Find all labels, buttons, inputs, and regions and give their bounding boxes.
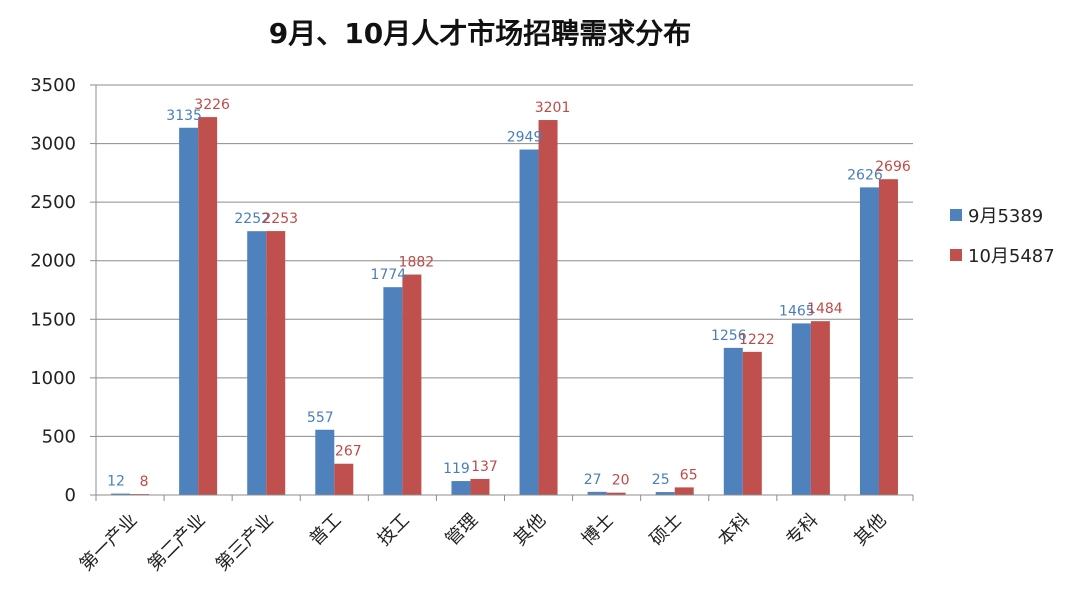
bar-sep xyxy=(315,429,335,495)
bar-oct xyxy=(266,231,286,495)
data-label: 65 xyxy=(680,467,698,483)
x-category-label: 硕士 xyxy=(646,510,686,550)
bar-oct xyxy=(742,351,762,495)
data-label: 2949 xyxy=(507,130,543,146)
data-label: 3226 xyxy=(194,97,230,113)
data-label: 2696 xyxy=(875,159,911,175)
chart-title: 9月、10月人才市场招聘需求分布 xyxy=(268,17,692,50)
bar-oct xyxy=(470,478,490,495)
x-category-label: 博士 xyxy=(578,510,618,550)
bar-sep xyxy=(519,149,539,495)
bar-sep xyxy=(451,481,471,495)
x-category-label: 第一产业 xyxy=(76,510,142,576)
bar-oct xyxy=(878,179,898,495)
data-label: 1882 xyxy=(399,255,435,271)
x-category-label: 技工 xyxy=(374,510,414,550)
data-label: 137 xyxy=(471,459,498,475)
bar-sep xyxy=(859,187,879,495)
bar-oct xyxy=(810,321,830,495)
x-category-label: 本科 xyxy=(714,510,754,550)
data-label: 2626 xyxy=(847,167,883,183)
bar-oct xyxy=(334,463,354,495)
bar-oct xyxy=(674,487,694,495)
data-label: 27 xyxy=(584,472,602,488)
data-label: 1222 xyxy=(739,332,775,348)
y-tick-label: 3000 xyxy=(30,134,76,155)
legend-swatch xyxy=(950,249,962,261)
bar-sep xyxy=(791,323,811,495)
data-label: 12 xyxy=(107,474,125,490)
x-category-label: 管理 xyxy=(442,510,482,550)
data-label: 3201 xyxy=(535,100,571,116)
bar-sep xyxy=(383,287,403,495)
legend-label: 10月5487 xyxy=(968,246,1055,267)
bar-oct xyxy=(198,117,218,496)
x-category-label: 其他 xyxy=(850,510,890,550)
bar-sep xyxy=(723,347,743,495)
bar-oct xyxy=(606,492,626,495)
data-label: 119 xyxy=(443,461,470,477)
bar-sep xyxy=(179,127,199,495)
y-tick-label: 2500 xyxy=(30,192,76,213)
data-label: 1484 xyxy=(807,301,843,317)
data-label: 1774 xyxy=(371,267,407,283)
x-category-label: 其他 xyxy=(510,510,550,550)
bar-sep xyxy=(587,491,607,495)
x-category-label: 普工 xyxy=(306,510,346,550)
legend-label: 9月5389 xyxy=(968,206,1043,227)
data-label: 20 xyxy=(612,473,630,489)
data-label: 8 xyxy=(140,474,149,490)
data-label: 1256 xyxy=(711,328,747,344)
x-category-label: 第三产业 xyxy=(212,510,278,576)
data-label: 25 xyxy=(652,472,670,488)
y-tick-label: 2000 xyxy=(30,251,76,272)
y-tick-label: 1000 xyxy=(30,368,76,389)
y-tick-label: 3500 xyxy=(30,75,76,96)
data-label: 2253 xyxy=(262,211,298,227)
data-label: 267 xyxy=(335,444,362,460)
data-label: 3135 xyxy=(166,108,202,124)
legend-swatch xyxy=(950,209,962,221)
bar-sep xyxy=(111,493,131,495)
bar-oct xyxy=(402,274,422,495)
y-tick-label: 0 xyxy=(65,485,76,506)
data-label: 557 xyxy=(307,410,334,426)
x-category-label: 专科 xyxy=(782,510,822,550)
bar-sep xyxy=(247,231,267,496)
x-category-label: 第二产业 xyxy=(144,510,210,576)
bar-sep xyxy=(655,492,675,495)
data-label: 1465 xyxy=(779,303,815,319)
y-tick-label: 500 xyxy=(42,426,76,447)
y-tick-label: 1500 xyxy=(30,309,76,330)
bar-oct xyxy=(538,120,558,496)
data-label: 2252 xyxy=(234,211,270,227)
